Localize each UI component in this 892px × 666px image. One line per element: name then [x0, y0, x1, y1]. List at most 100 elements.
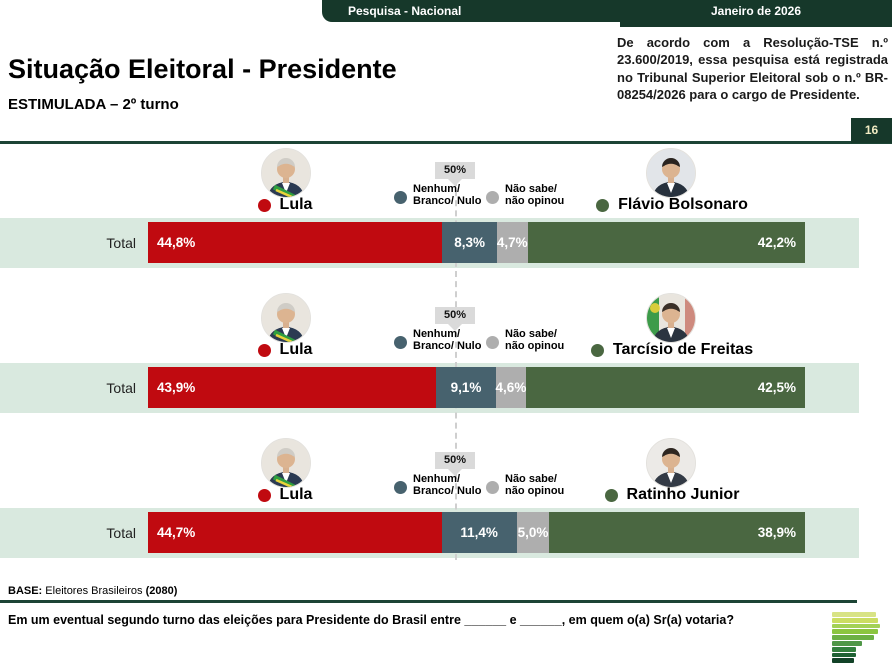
bar-segment-none: 11,4% [441, 512, 517, 553]
dont-know-label-line2: não opinou [505, 485, 565, 497]
left-candidate-name: Lula [279, 341, 313, 358]
legend-none-blank-null: Nenhum/Branco/ Nulo [394, 473, 481, 497]
footer-divider [0, 600, 857, 603]
logo-bar [832, 612, 876, 617]
candidate-avatar-lula [261, 438, 311, 488]
right-candidate-name: Tarcísio de Freitas [612, 341, 754, 358]
bar-value-dk: 4,7% [496, 235, 528, 250]
legend-dont-know: Não sabe/não opinou [486, 328, 564, 352]
none-label-line2: Branco/ Nulo [413, 485, 482, 497]
dont-know-label-line2: não opinou [505, 340, 565, 352]
base-line: BASE: Eleitores Brasileiros (2080) [8, 585, 177, 597]
none-label-line1: Nenhum/ [413, 183, 461, 195]
candidate-avatar-flavio [646, 148, 696, 198]
logo-bar [832, 640, 862, 646]
dont-know-label-line1: Não sabe/ [505, 473, 557, 485]
pollster-logo [832, 612, 880, 664]
base-count: (2080) [145, 585, 178, 597]
title-divider [0, 141, 892, 144]
bar-segment-none: 8,3% [442, 222, 497, 263]
base-text: Eleitores Brasileiros [42, 585, 146, 597]
logo-bar [832, 629, 878, 635]
dont-know-label: Não sabe/não opinou [505, 328, 564, 352]
result-stacked-bar: 44,7% 11,4% 5,0% 38,9% [148, 512, 805, 553]
fifty-percent-marker: 50% [435, 452, 475, 476]
survey-question: Em um eventual segundo turno das eleiçõe… [8, 613, 734, 627]
dont-know-label: Não sabe/não opinou [505, 473, 564, 497]
bar-segment-lula: 44,8% [148, 222, 443, 263]
bar-value-none: 8,3% [454, 235, 485, 250]
legend-none-blank-null: Nenhum/Branco/ Nulo [394, 183, 481, 207]
lula-color-dot [257, 343, 271, 357]
bar-segment-lula: 43,9% [148, 367, 437, 408]
lula-color-dot [257, 198, 271, 212]
bar-segment-lula: 44,7% [148, 512, 442, 553]
bar-value-opponent: 38,9% [757, 525, 796, 540]
bar-segment-dk: 4,6% [496, 367, 526, 408]
opponent-color-dot [590, 343, 604, 357]
total-row-label: Total [106, 525, 136, 541]
candidate-avatar-lula [261, 148, 311, 198]
opponent-color-dot [604, 488, 618, 502]
bar-value-opponent: 42,5% [757, 380, 796, 395]
candidate-avatar-tarcisio [646, 293, 696, 343]
bar-value-none: 9,1% [450, 380, 482, 395]
logo-bar [832, 652, 856, 658]
none-label-line2: Branco/ Nulo [413, 195, 482, 207]
none-label: Nenhum/Branco/ Nulo [413, 328, 481, 352]
logo-bar [832, 617, 878, 623]
base-prefix: BASE: [8, 585, 43, 597]
bar-segment-opponent: 42,2% [527, 222, 805, 263]
bar-segment-opponent: 38,9% [549, 512, 805, 553]
fifty-percent-marker: 50% [435, 307, 475, 331]
legend-none-blank-null: Nenhum/Branco/ Nulo [394, 328, 481, 352]
left-candidate-name: Lula [279, 196, 313, 213]
bar-segment-opponent: 42,5% [526, 367, 805, 408]
legend-right-candidate: Tarcísio de Freitas [545, 340, 799, 360]
survey-date-label: Janeiro de 2026 [710, 4, 802, 18]
none-label-line1: Nenhum/ [413, 328, 461, 340]
bar-segment-none: 9,1% [436, 367, 496, 408]
fifty-percent-marker: 50% [435, 162, 475, 186]
lula-color-dot [257, 488, 271, 502]
legend-dont-know: Não sabe/não opinou [486, 473, 564, 497]
legend-dont-know: Não sabe/não opinou [486, 183, 564, 207]
result-stacked-bar: 44,8% 8,3% 4,7% 42,2% [148, 222, 805, 263]
total-row-label: Total [106, 235, 136, 251]
bar-value-none: 11,4% [460, 525, 498, 540]
bar-segment-dk: 4,7% [496, 222, 528, 263]
left-candidate-name: Lula [279, 486, 313, 503]
bar-value-opponent: 42,2% [757, 235, 796, 250]
survey-scope-label: Pesquisa - Nacional [348, 4, 462, 18]
logo-bar [832, 658, 854, 664]
page-title: Situação Eleitoral - Presidente [8, 54, 397, 84]
logo-bar [832, 635, 874, 640]
legend-left-candidate: Lula [225, 195, 345, 215]
legend-left-candidate: Lula [225, 485, 345, 505]
right-candidate-name: Ratinho Junior [626, 486, 740, 503]
bar-value-dk: 5,0% [517, 525, 549, 540]
dont-know-label: Não sabe/não opinou [505, 183, 564, 207]
bar-value-dk: 4,6% [495, 380, 527, 395]
tse-registration-note: De acordo com a Resolução-TSE n.º 23.600… [617, 35, 888, 102]
header-bar-right [620, 0, 892, 27]
bar-value-lula: 43,9% [157, 380, 196, 395]
candidate-avatar-lula [261, 293, 311, 343]
dont-know-label-line2: não opinou [505, 195, 565, 207]
legend-left-candidate: Lula [225, 340, 345, 360]
bar-segment-dk: 5,0% [516, 512, 550, 553]
page-number-badge: 16 [851, 118, 892, 143]
none-label: Nenhum/Branco/ Nulo [413, 183, 481, 207]
dont-know-color-dot [486, 336, 499, 349]
candidate-avatar-ratinho [646, 438, 696, 488]
dont-know-color-dot [486, 481, 499, 494]
none-label-line2: Branco/ Nulo [413, 340, 482, 352]
none-color-dot [394, 336, 407, 349]
none-color-dot [394, 191, 407, 204]
bar-value-lula: 44,7% [157, 525, 196, 540]
none-color-dot [394, 481, 407, 494]
logo-bar [832, 623, 880, 629]
dont-know-label-line1: Não sabe/ [505, 183, 557, 195]
dont-know-label-line1: Não sabe/ [505, 328, 557, 340]
